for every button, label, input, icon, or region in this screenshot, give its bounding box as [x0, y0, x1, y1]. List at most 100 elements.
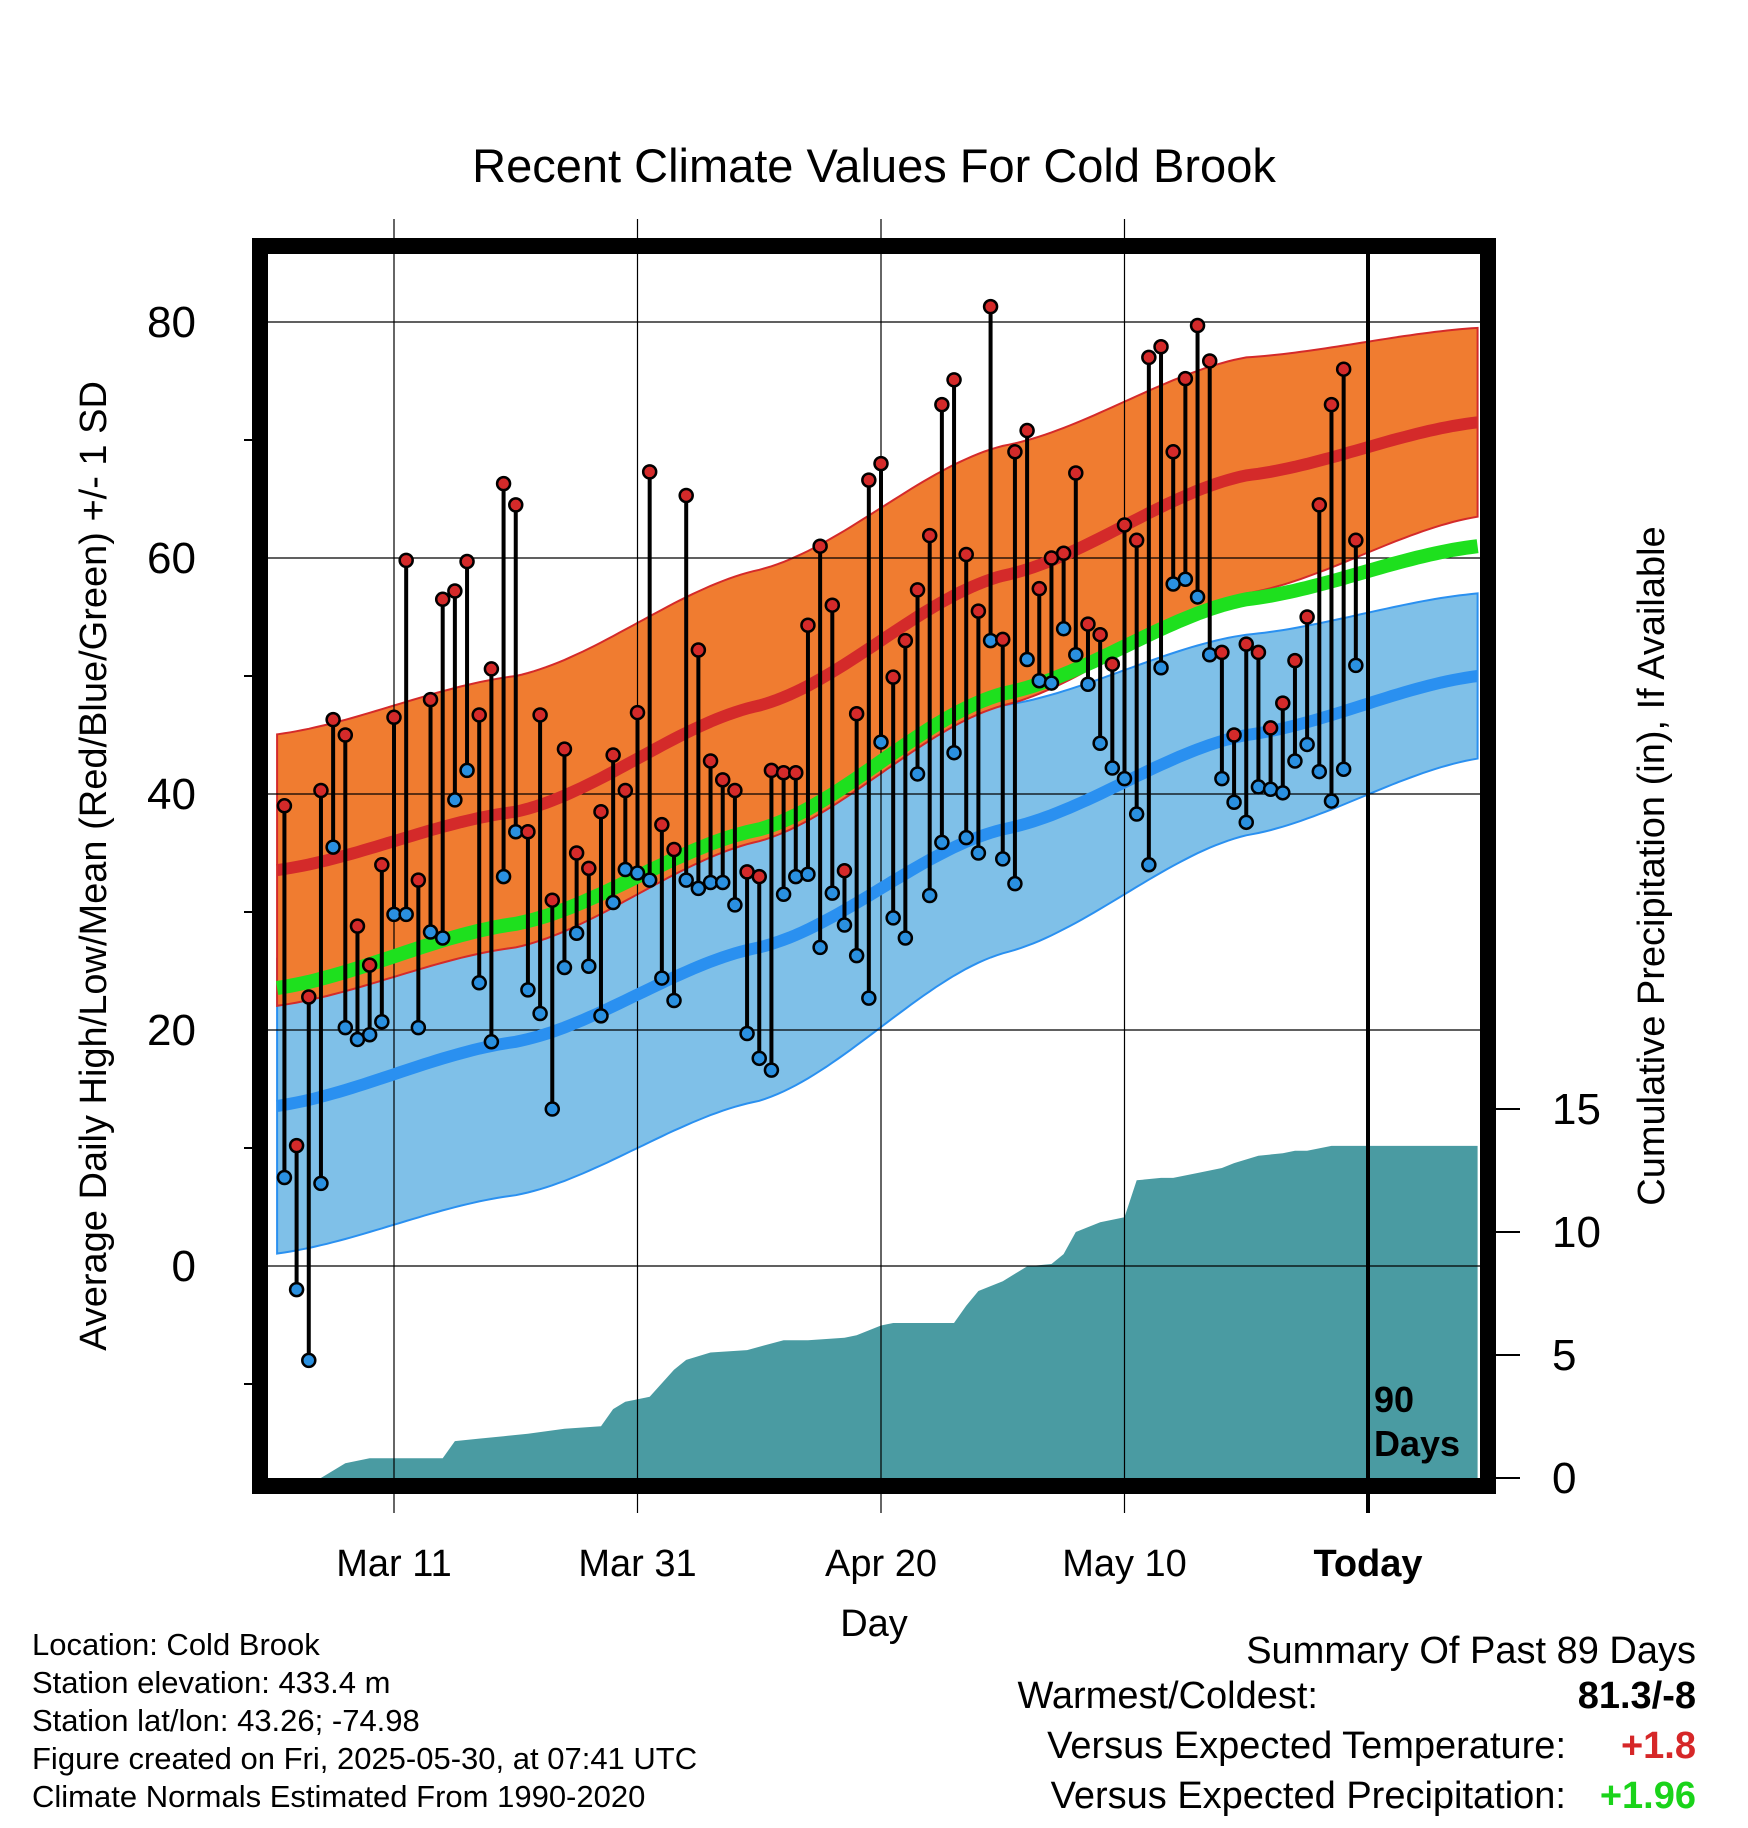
low-point [581, 958, 597, 975]
high-point [568, 845, 585, 861]
high-point [861, 472, 877, 488]
high-point [1299, 609, 1315, 625]
high-point [836, 862, 853, 879]
low-point [678, 872, 694, 888]
high-point [288, 1137, 305, 1154]
high-point [398, 552, 414, 569]
high-point [885, 669, 901, 685]
low-point [970, 845, 987, 861]
low-point [775, 886, 792, 903]
x-tick-label: Today [1313, 1543, 1422, 1585]
low-point [605, 894, 621, 911]
low-point [1007, 875, 1023, 892]
low-point [1335, 761, 1352, 777]
high-point [556, 741, 573, 757]
low-point [1214, 770, 1230, 787]
high-point [800, 617, 816, 634]
high-point [1007, 444, 1023, 460]
high-point [666, 841, 682, 858]
low-point [520, 982, 536, 998]
high-point [1116, 517, 1133, 533]
low-point [1275, 785, 1291, 801]
y2-tick-label: 0 [1552, 1454, 1576, 1503]
low-point [1323, 793, 1340, 809]
low-point [641, 872, 658, 888]
low-point [654, 970, 670, 986]
low-point [812, 939, 828, 956]
meta-location: Location: Cold Brook [32, 1627, 320, 1662]
low-point [1043, 675, 1060, 691]
high-point [1031, 580, 1048, 597]
low-point [1189, 589, 1206, 605]
high-point [1165, 444, 1181, 460]
high-point [690, 642, 707, 658]
y2-tick-label: 15 [1552, 1085, 1601, 1134]
high-point [641, 464, 658, 480]
high-point [544, 892, 561, 908]
high-point [495, 475, 512, 492]
mean-normal-line [275, 539, 1479, 995]
low-point [495, 868, 512, 885]
y-tick-label: 60 [147, 534, 196, 583]
low-point [629, 865, 646, 881]
low-point [873, 734, 889, 750]
high-point [1311, 497, 1328, 513]
summary-value-precipitation: +1.96 [1599, 1775, 1696, 1817]
high-point [873, 455, 889, 472]
high-point [459, 553, 475, 570]
high-point [361, 957, 378, 973]
low-point [958, 829, 974, 846]
low-point [447, 792, 463, 808]
meta-latlon: Station lat/lon: 43.26; -74.98 [32, 1703, 420, 1738]
low-point [714, 874, 731, 891]
high-point [654, 816, 670, 833]
plot-frame [252, 238, 1496, 1494]
low-point [885, 910, 901, 926]
high-point [788, 765, 804, 781]
high-point [1055, 545, 1072, 562]
high-point [1287, 652, 1303, 669]
high-point [812, 538, 828, 554]
low-point [1226, 794, 1242, 811]
high-normal-line [276, 416, 1479, 877]
precipitation-area-shape [320, 1145, 1478, 1478]
low-point [337, 1019, 354, 1036]
low-point [995, 851, 1011, 867]
summary-value-extremes: 81.3/-8 [1577, 1675, 1696, 1717]
high-point [714, 772, 731, 788]
axes: 0 20 40 60 80 0 5 10 15 Mar 11 Mar 31 Apr 20 May 10 T… [73, 298, 1673, 1645]
y2-tick-label: 10 [1552, 1208, 1601, 1257]
x-tick-label: Mar 31 [578, 1543, 696, 1585]
today-label-line2: Days [1374, 1423, 1460, 1464]
low-point [471, 975, 487, 991]
low-point [1116, 770, 1133, 787]
y-tick-label: 40 [147, 770, 196, 819]
y-axis-label: Average Daily High/Low/Mean (Red/Blue/Gr… [73, 381, 115, 1351]
low-point [313, 1175, 329, 1192]
low-point [1177, 571, 1194, 587]
high-point [1189, 317, 1206, 334]
low-point [1201, 647, 1218, 663]
low-point [483, 1034, 500, 1050]
low-point [739, 1025, 755, 1042]
low-point [410, 1019, 427, 1036]
high-point [349, 918, 366, 934]
low-point [1104, 760, 1121, 776]
high-point [1323, 396, 1340, 413]
low-point [1250, 779, 1267, 795]
x-tick-label: Apr 20 [825, 1543, 937, 1585]
high-point [1214, 644, 1230, 661]
y-tick-label: 0 [172, 1242, 196, 1291]
summary-label-extremes: Warmest/Coldest: [1017, 1675, 1318, 1717]
low-point [861, 990, 877, 1006]
high-point [1092, 626, 1108, 643]
high-point [1128, 532, 1145, 549]
high-point [447, 583, 463, 599]
high-point [629, 704, 646, 721]
low-point [897, 930, 914, 946]
low-point [921, 887, 938, 904]
low-point [1299, 736, 1315, 753]
low-point [325, 839, 341, 855]
